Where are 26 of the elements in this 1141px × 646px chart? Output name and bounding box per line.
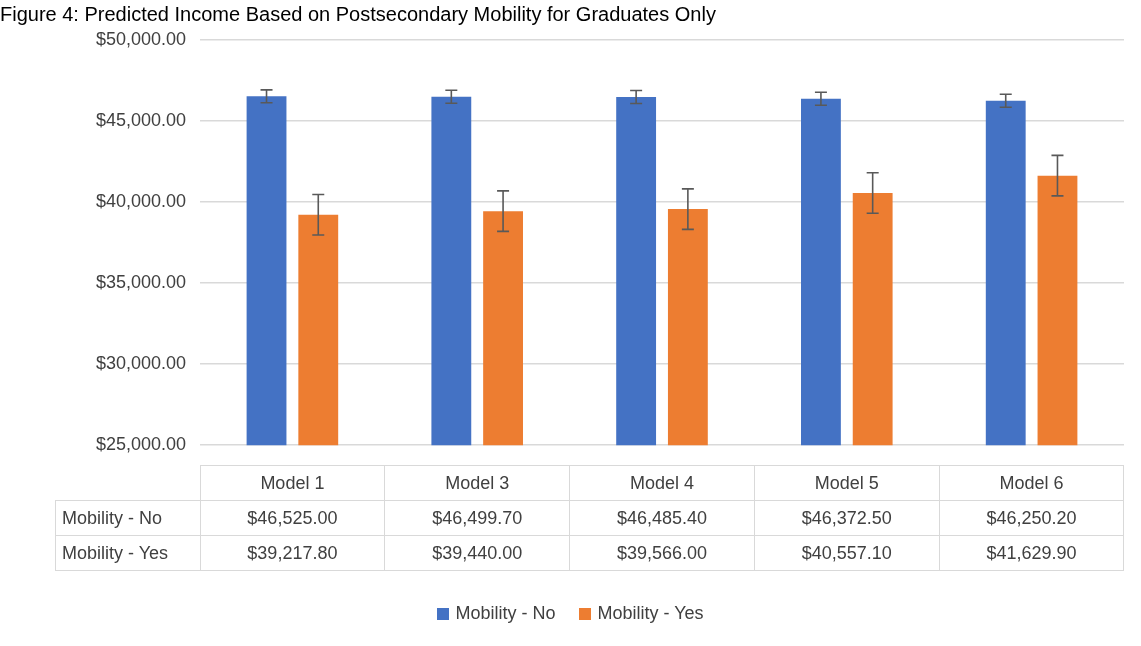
y-tick-label: $30,000.00: [95, 353, 186, 374]
legend-label: Mobility - Yes: [597, 603, 704, 624]
x-tick-label: Model 6: [939, 465, 1124, 501]
data-label: $39,440.00: [384, 535, 570, 571]
y-tick-label: $35,000.00: [95, 272, 186, 293]
x-tick-label: Model 5: [754, 465, 940, 501]
data-label: $41,629.90: [939, 535, 1124, 571]
data-label: $46,499.70: [384, 500, 570, 536]
data-label: $39,566.00: [569, 535, 755, 571]
x-tick-label: Model 3: [384, 465, 570, 501]
text: Mobility - No: [62, 507, 163, 528]
y-tick-label: $40,000.00: [95, 191, 186, 212]
legend-label: Mobility - No: [455, 603, 556, 624]
y-tick-label: $25,000.00: [95, 434, 186, 455]
data-label: $40,557.10: [754, 535, 940, 571]
y-tick-label: $50,000.00: [95, 28, 186, 49]
data-label: $46,525.00: [200, 500, 385, 536]
chart-title: Figure 4: Predicted Income Based on Postsecondary Mobility for Graduates Only: [0, 2, 716, 26]
data-label: $46,485.40: [569, 500, 755, 536]
data-label: $46,372.50: [754, 500, 940, 536]
y-tick-label: $45,000.00: [95, 110, 186, 131]
data-label: $46,250.20: [939, 500, 1124, 536]
x-tick-label: Model 4: [569, 465, 755, 501]
x-tick-label: Model 1: [200, 465, 385, 501]
data-label: $39,217.80: [200, 535, 385, 571]
text: Mobility - Yes: [62, 542, 169, 563]
